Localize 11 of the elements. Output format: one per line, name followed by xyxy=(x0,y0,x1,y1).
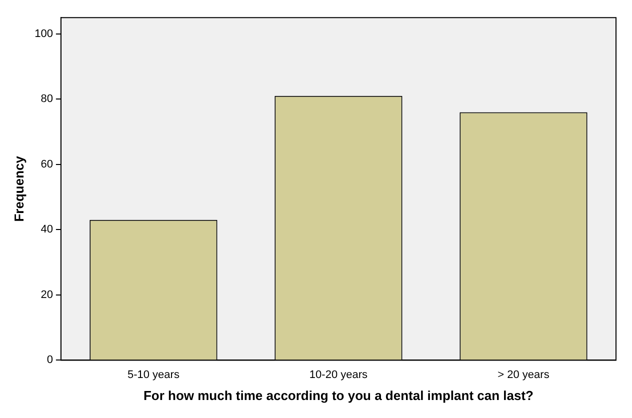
y-axis-title: Frequency xyxy=(11,155,26,222)
x-tick-label: 10-20 years xyxy=(309,368,368,381)
x-tick-label: 5-10 years xyxy=(127,368,180,381)
x-tick-label: > 20 years xyxy=(498,368,550,381)
y-tick-label: 20 xyxy=(40,288,53,301)
y-tick-label: 80 xyxy=(40,93,53,106)
y-tick-label: 0 xyxy=(46,354,53,366)
y-tick-label: 60 xyxy=(40,158,53,170)
y-tick-label: 40 xyxy=(40,224,53,236)
x-axis-title: For how much time according to you a dental implant can last? xyxy=(143,388,534,403)
y-tick-label: 100 xyxy=(34,28,53,40)
